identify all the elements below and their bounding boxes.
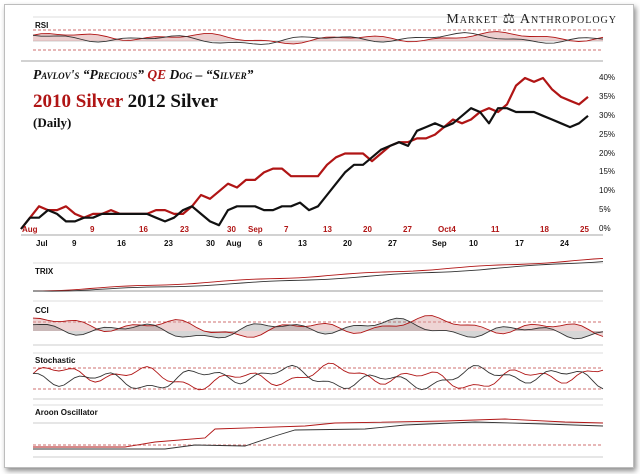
trix-line-2012 — [32, 261, 604, 292]
y-tick-label: 0% — [599, 224, 611, 233]
cci-line-2010 — [32, 315, 604, 338]
chart-frequency: (Daily) — [33, 115, 72, 130]
rsi-area-2010 — [33, 31, 603, 44]
x-tick-label-2012: Sep — [432, 239, 447, 248]
x-tick-label-2012: 20 — [343, 239, 352, 248]
aroon-line-2012 — [33, 421, 604, 450]
y-tick-label: 35% — [599, 91, 616, 101]
x-tick-label-2010: 30 — [227, 225, 236, 234]
x-tick-label-2010: 18 — [540, 225, 549, 234]
x-tick-label-2010: Oct4 — [438, 225, 456, 234]
x-tick-label-2010: Aug — [22, 225, 38, 234]
y-tick-label: 10% — [599, 186, 616, 196]
x-tick-label-2010: 20 — [363, 225, 372, 234]
x-tick-label-2012: 24 — [560, 239, 569, 248]
stoch-line-2012 — [32, 364, 604, 391]
cci-line-2012 — [32, 317, 604, 340]
trix-line-2010 — [32, 257, 604, 292]
panel-label-cci: CCI — [35, 306, 49, 315]
x-tick-label-2010: 27 — [403, 225, 412, 234]
chart-title: Pavlov's “Precious” QE Dog – “Silver” — [33, 67, 253, 83]
chart-svg — [20, 16, 604, 458]
x-tick-label-2012: Jul — [36, 239, 48, 248]
y-tick-label: 40% — [599, 73, 616, 82]
y-tick-label: 15% — [599, 167, 616, 177]
x-tick-label-2012: 16 — [117, 239, 126, 248]
x-tick-label-2010: 9 — [90, 225, 95, 234]
series-line-2010-silver — [20, 76, 589, 230]
panel-label-aroon: Aroon Oscillator — [35, 408, 98, 417]
brand-logo: Market ⚖ Anthropology — [446, 12, 617, 27]
rsi-line-2010 — [32, 31, 604, 45]
cci-area-2010 — [33, 315, 603, 338]
aroon-line-2010 — [33, 418, 604, 448]
x-tick-label-2010: Sep — [248, 225, 263, 234]
legend-2010: 2010 Silver — [33, 91, 123, 112]
title-line1-b: QE — [147, 67, 167, 82]
title-line1-c: Dog – “Silver” — [166, 67, 254, 82]
x-tick-label-2010: 13 — [323, 225, 332, 234]
x-tick-label-2012: 30 — [206, 239, 215, 248]
x-tick-label-2012: 9 — [72, 239, 77, 248]
x-tick-label-2010: 7 — [284, 225, 289, 234]
y-tick-label: 20% — [599, 148, 616, 158]
panel-label-stochastic: Stochastic — [35, 356, 76, 365]
panel-label-trix: TRIX — [35, 267, 54, 276]
x-tick-label-2010: 16 — [139, 225, 148, 234]
x-tick-label-2012: 27 — [388, 239, 397, 248]
y-tick-label: 30% — [599, 110, 616, 120]
y-tick-label: 5% — [599, 205, 611, 215]
x-tick-label-2012: 13 — [298, 239, 307, 248]
x-tick-label-2012: Aug — [226, 239, 242, 248]
cci-area-2012 — [33, 318, 603, 339]
legend-2012: 2012 Silver — [122, 91, 218, 112]
x-tick-label-2012: 23 — [164, 239, 173, 248]
y-tick-label: 25% — [599, 129, 616, 139]
x-tick-label-2012: 10 — [469, 239, 478, 248]
title-line1-a: Pavlov's “Precious” — [33, 67, 148, 82]
series-line-2012-silver — [20, 107, 589, 230]
x-tick-label-2010: 25 — [580, 225, 589, 234]
x-tick-label-2010: 11 — [491, 225, 500, 234]
stoch-line-2010 — [32, 362, 604, 391]
rsi-line-2012 — [32, 32, 604, 45]
x-tick-label-2012: 17 — [515, 239, 524, 248]
chart-subtitle: 2010 Silver 2012 Silver — [33, 91, 218, 113]
x-tick-label-2010: 23 — [180, 225, 189, 234]
x-tick-label-2012: 6 — [258, 239, 263, 248]
chart-frame: Market ⚖ Anthropology Pavlov's “Precious… — [4, 4, 634, 468]
panel-label-rsi: RSI — [35, 21, 49, 30]
